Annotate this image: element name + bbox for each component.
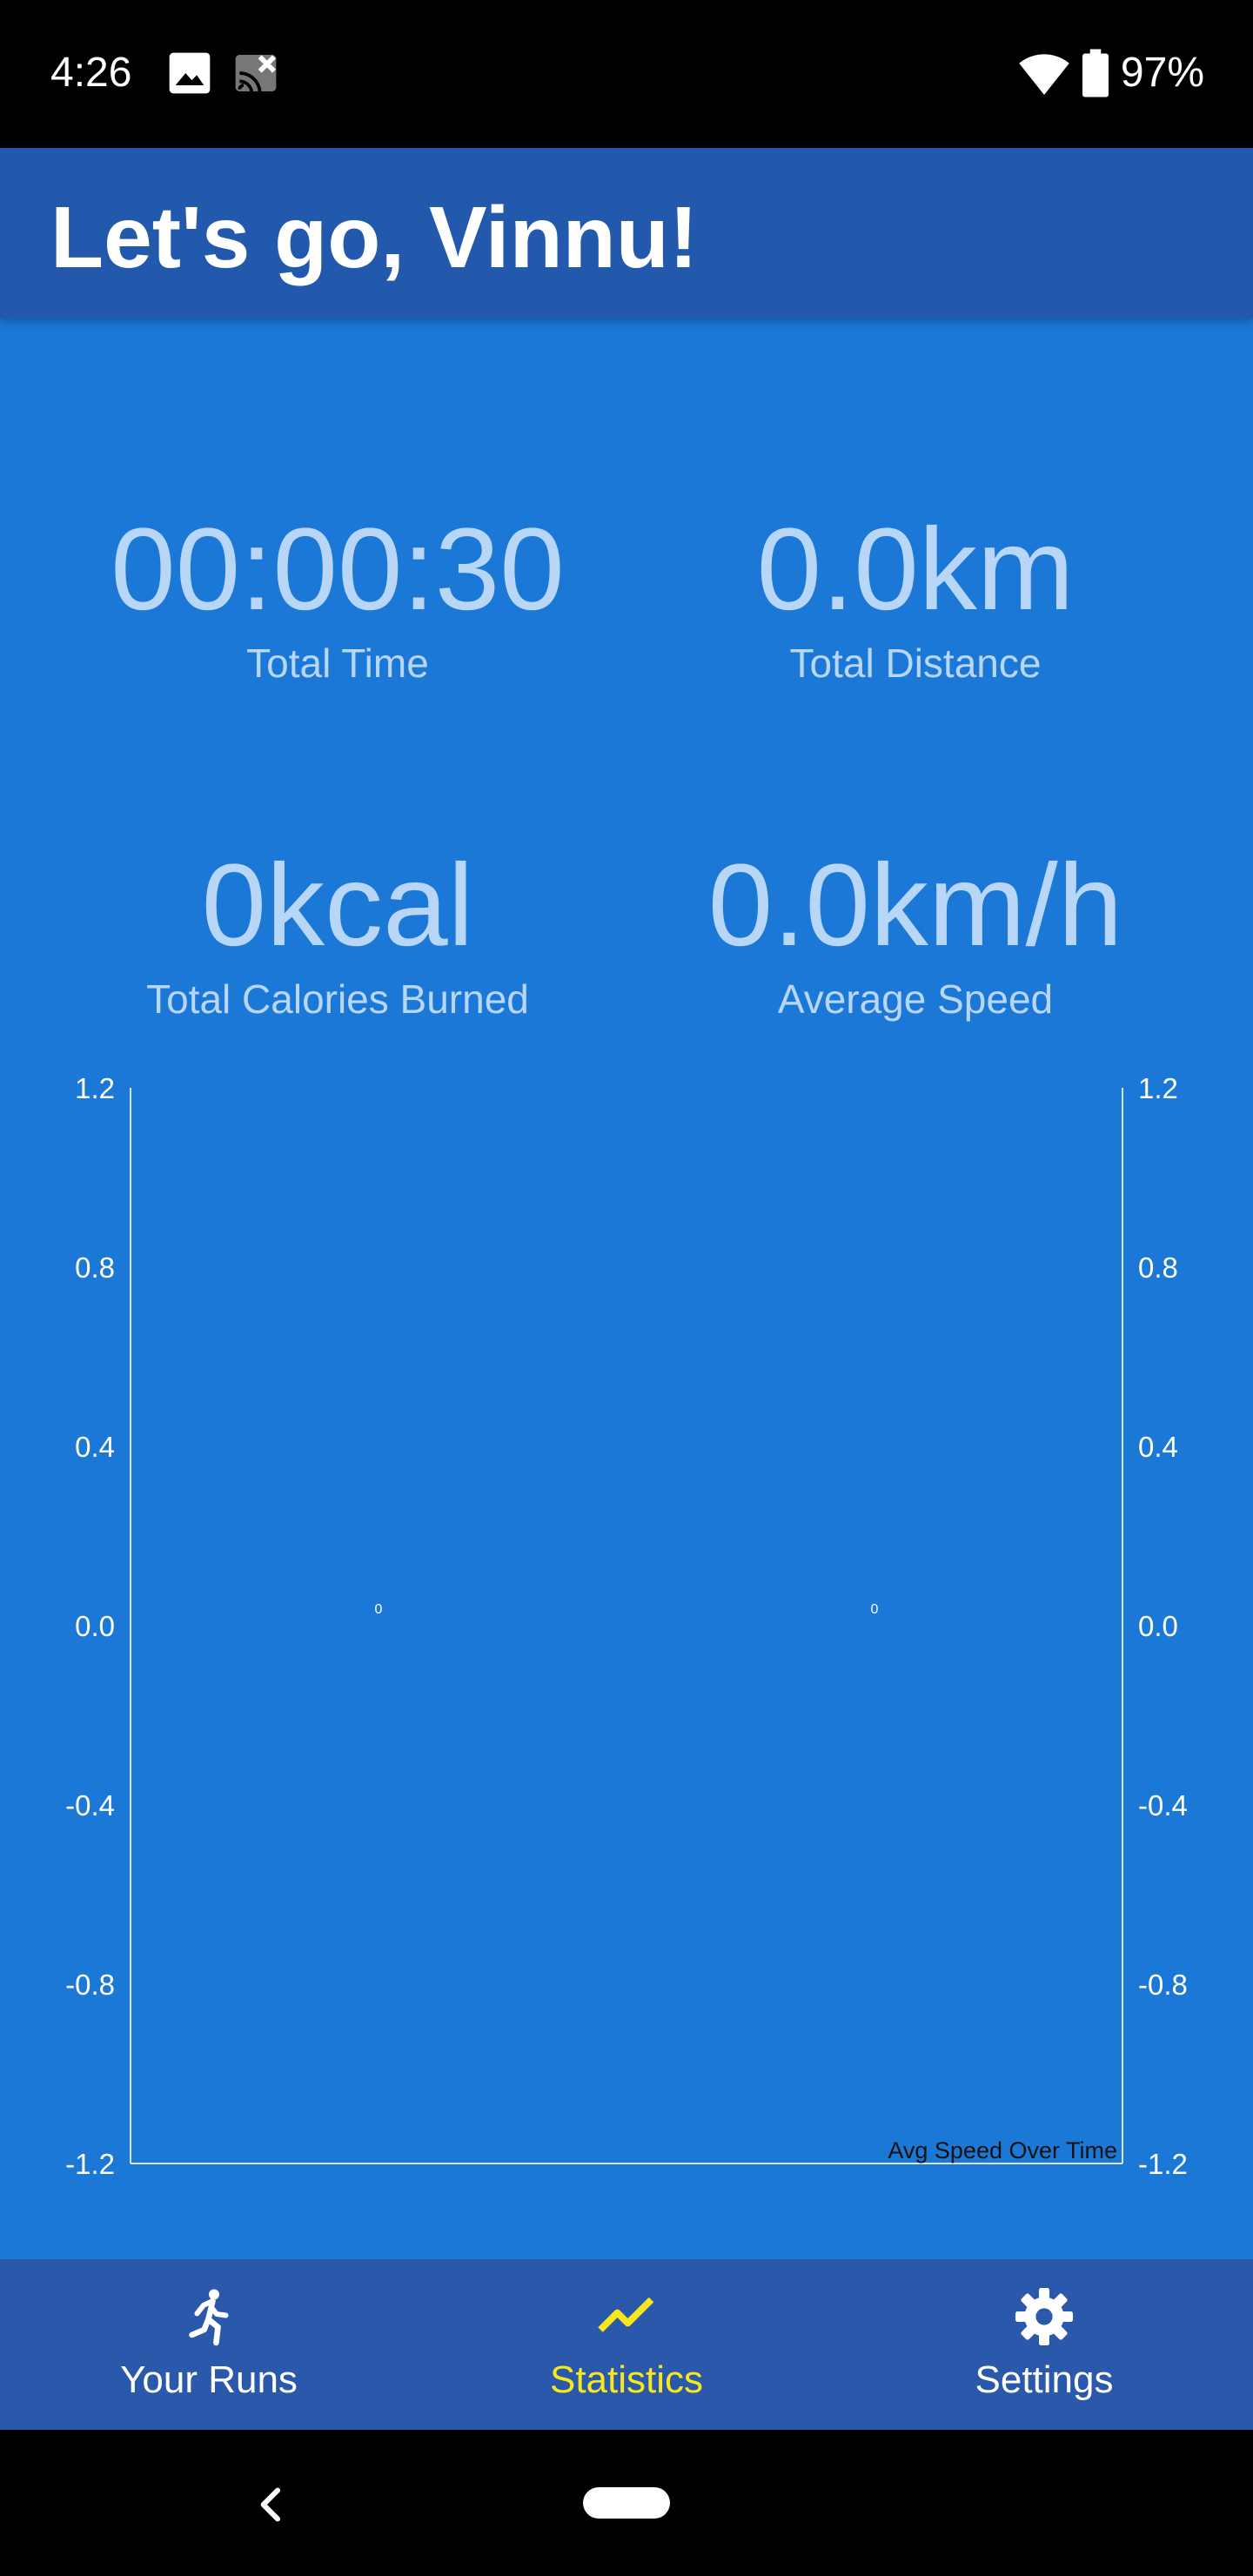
app-bar: Let's go, Vinnu!: [0, 148, 1253, 319]
battery-icon: [1082, 49, 1109, 97]
average-speed-value: 0.0km/h: [707, 841, 1123, 970]
bottom-navigation: Your Runs Statistics Settings: [0, 2259, 1253, 2430]
total-distance-label: Total Distance: [789, 641, 1042, 686]
page-title: Let's go, Vinnu!: [50, 189, 699, 286]
chart-value-label: 0: [871, 1602, 879, 1617]
chart-left-tick-label: -0.8: [65, 1969, 115, 2001]
nav-your-runs[interactable]: Your Runs: [0, 2259, 418, 2430]
battery-percentage: 97%: [1120, 50, 1204, 96]
total-distance-value: 0.0km: [756, 505, 1075, 634]
system-navigation-bar: [0, 2430, 1253, 2576]
chart-value-label: 0: [375, 1602, 383, 1617]
trending-line-icon: [598, 2297, 654, 2332]
chart-left-tick-label: -1.2: [65, 2148, 115, 2180]
chart-left-tick-label: 1.2: [75, 1072, 115, 1104]
nav-your-runs-label: Your Runs: [120, 2358, 298, 2401]
nav-statistics-label: Statistics: [549, 2358, 704, 2401]
average-speed-label: Average Speed: [777, 976, 1054, 1022]
chart-left-tick-label: 0.4: [75, 1431, 115, 1463]
chart-right-tick-label: 1.2: [1138, 1072, 1178, 1104]
total-calories-stat: 0kcal Total Calories Burned: [50, 841, 625, 1023]
home-pill[interactable]: [583, 2487, 670, 2519]
nav-statistics[interactable]: Statistics: [418, 2259, 835, 2430]
avg-speed-chart[interactable]: 1.2 1.2 0.8 0.8 0.4 0.4 0.0 0.0 -0.4 -0.4 -0.8 -0.8…: [0, 1062, 1253, 2193]
running-person-icon: [189, 2289, 229, 2346]
image-icon: [169, 52, 211, 94]
cast-off-icon: [235, 55, 277, 94]
chart-left-tick-label: -0.4: [65, 1789, 115, 1821]
status-time: 4:26: [50, 50, 132, 96]
chart-axes: [130, 1088, 1123, 2164]
total-calories-value: 0kcal: [201, 841, 474, 970]
total-time-label: Total Time: [246, 641, 429, 686]
total-time-value: 00:00:30: [111, 505, 565, 634]
chart-right-tick-label: -0.4: [1138, 1789, 1188, 1821]
average-speed-stat: 0.0km/h Average Speed: [628, 841, 1203, 1023]
status-bar: 4:26 97%: [0, 0, 1253, 148]
chart-tick-labels: 1.2 1.2 0.8 0.8 0.4 0.4 0.0 0.0 -0.4 -0.4 -0.8 -0.8…: [65, 1072, 1188, 2180]
chart-right-tick-label: 0.0: [1138, 1610, 1178, 1642]
wifi-icon: [1019, 54, 1069, 95]
total-time-stat: 00:00:30 Total Time: [50, 505, 625, 688]
back-chevron-icon[interactable]: [247, 2473, 296, 2536]
status-right-group: 97%: [1018, 45, 1204, 101]
total-distance-stat: 0.0km Total Distance: [628, 505, 1203, 688]
chart-left-tick-label: 0.8: [75, 1251, 115, 1284]
chart-description: Avg Speed Over Time: [888, 2137, 1117, 2163]
chart-right-tick-label: 0.4: [1138, 1431, 1178, 1463]
chart-right-tick-label: -1.2: [1138, 2148, 1188, 2180]
gear-icon: [1015, 2288, 1073, 2345]
chart-left-tick-label: 0.0: [75, 1610, 115, 1642]
chart-right-tick-label: 0.8: [1138, 1251, 1178, 1284]
nav-settings[interactable]: Settings: [835, 2259, 1253, 2430]
nav-settings-label: Settings: [975, 2358, 1114, 2401]
total-calories-label: Total Calories Burned: [146, 976, 529, 1022]
chart-right-tick-label: -0.8: [1138, 1969, 1188, 2001]
